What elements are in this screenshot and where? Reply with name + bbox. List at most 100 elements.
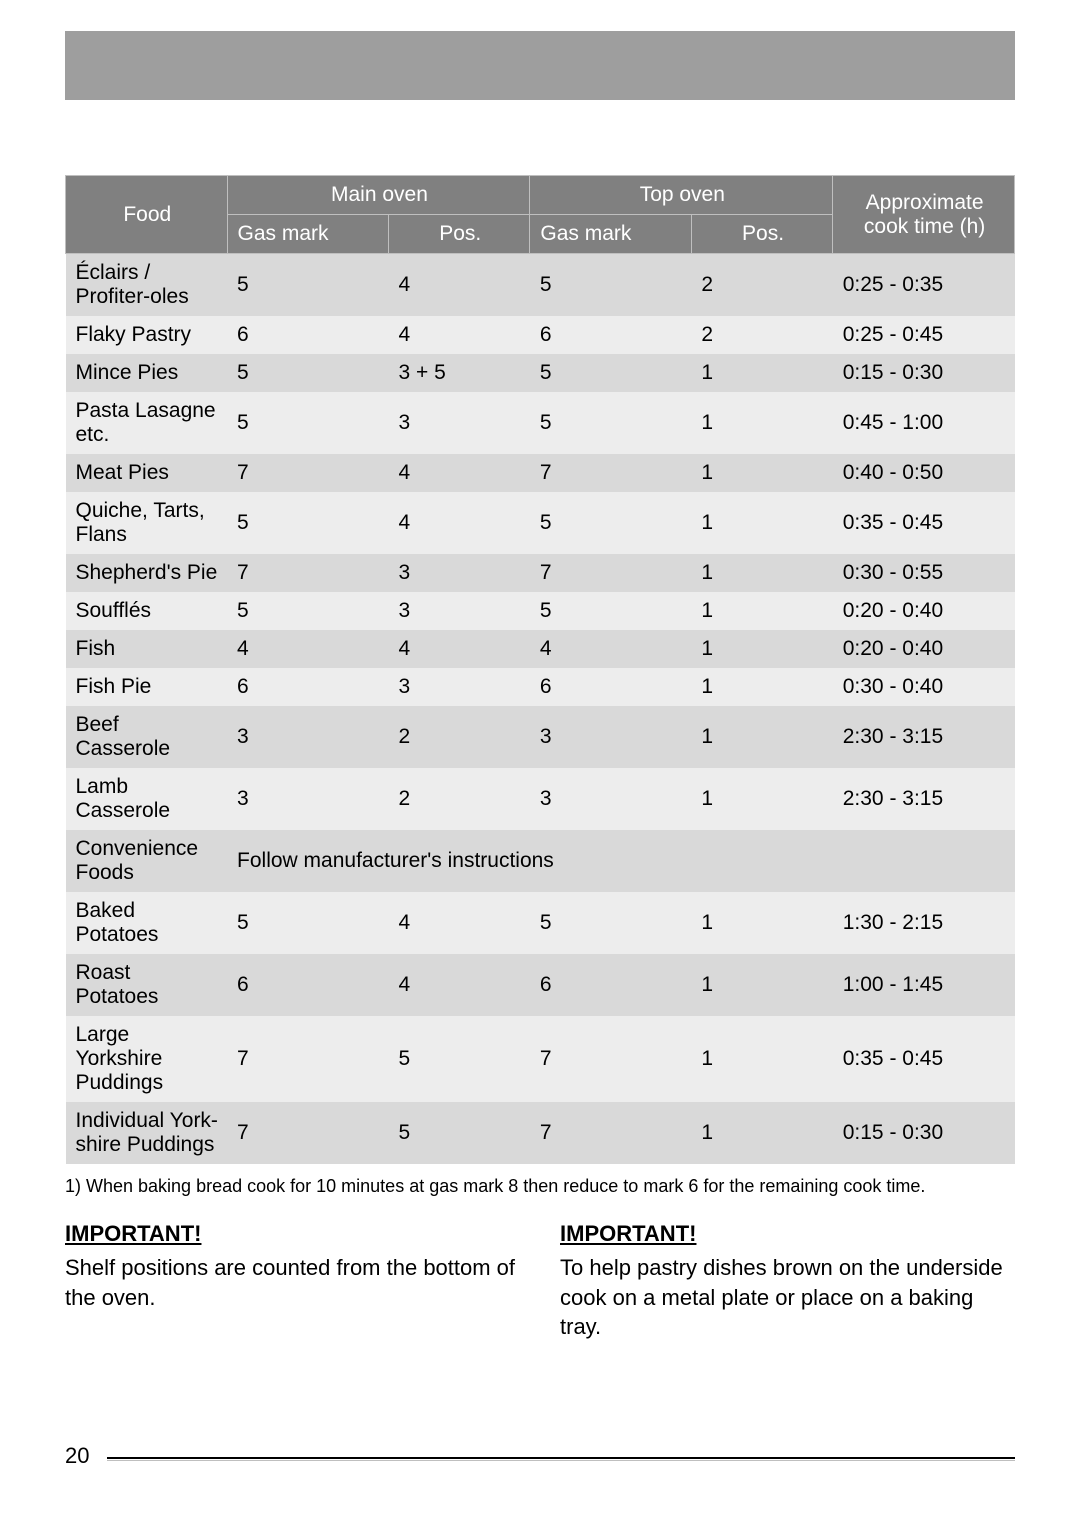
cell-t_gas: 3 — [530, 706, 692, 768]
cell-t_gas: 6 — [530, 954, 692, 1016]
cell-t_pos: 1 — [691, 954, 832, 1016]
cell-m_gas: 5 — [227, 354, 389, 392]
cell-m_gas: 7 — [227, 1016, 389, 1102]
cell-time: 0:25 - 0:45 — [833, 316, 1015, 354]
cell-m_gas: 6 — [227, 954, 389, 1016]
cell-m_pos: 4 — [389, 630, 530, 668]
cell-t_gas: 5 — [530, 892, 692, 954]
cell-food: Éclairs / Profiter-oles — [66, 254, 228, 317]
cell-time: 0:20 - 0:40 — [833, 592, 1015, 630]
cell-t_pos: 1 — [691, 354, 832, 392]
footer-rule — [107, 1457, 1015, 1461]
cell-t_gas: 7 — [530, 1016, 692, 1102]
cell-food: Pasta Lasagne etc. — [66, 392, 228, 454]
cell-t_gas: 7 — [530, 1102, 692, 1164]
cell-t_gas: 6 — [530, 316, 692, 354]
cell-t_gas: 5 — [530, 492, 692, 554]
cell-food: Large Yorkshire Puddings — [66, 1016, 228, 1102]
cell-time: 0:35 - 0:45 — [833, 492, 1015, 554]
cell-m_gas: 6 — [227, 668, 389, 706]
cell-m_gas: 5 — [227, 892, 389, 954]
cell-m_gas: 5 — [227, 592, 389, 630]
note-left: IMPORTANT! Shelf positions are counted f… — [65, 1221, 520, 1342]
table-header: Food Main oven Top oven Approximate cook… — [66, 176, 1015, 254]
cell-m_pos: 5 — [389, 1102, 530, 1164]
cell-m_pos: 5 — [389, 1016, 530, 1102]
cell-m_gas: 6 — [227, 316, 389, 354]
cell-m_pos: 4 — [389, 316, 530, 354]
table-row: Meat Pies74710:40 - 0:50 — [66, 454, 1015, 492]
cell-time: 0:15 - 0:30 — [833, 354, 1015, 392]
cell-t_gas: 5 — [530, 354, 692, 392]
cell-time: 0:35 - 0:45 — [833, 1016, 1015, 1102]
important-label-left: IMPORTANT! — [65, 1221, 520, 1247]
cell-t_pos: 1 — [691, 1016, 832, 1102]
table-row: Shepherd's Pie73710:30 - 0:55 — [66, 554, 1015, 592]
table-row: Flaky Pastry64620:25 - 0:45 — [66, 316, 1015, 354]
cell-span: Follow manufacturer's instructions — [227, 830, 1014, 892]
cell-t_pos: 1 — [691, 492, 832, 554]
cell-t_pos: 1 — [691, 592, 832, 630]
table-row: Fish44410:20 - 0:40 — [66, 630, 1015, 668]
cell-time: 0:30 - 0:55 — [833, 554, 1015, 592]
page: Food Main oven Top oven Approximate cook… — [0, 0, 1080, 1529]
cell-m_pos: 3 — [389, 668, 530, 706]
cell-food: Flaky Pastry — [66, 316, 228, 354]
important-label-right: IMPORTANT! — [560, 1221, 1015, 1247]
cell-m_gas: 7 — [227, 554, 389, 592]
table-row: Lamb Casserole32312:30 - 3:15 — [66, 768, 1015, 830]
table-row: Baked Potatoes54511:30 - 2:15 — [66, 892, 1015, 954]
cell-t_gas: 3 — [530, 768, 692, 830]
footnote: 1) When baking bread cook for 10 minutes… — [65, 1176, 1015, 1197]
cell-m_gas: 7 — [227, 454, 389, 492]
cell-time: 2:30 - 3:15 — [833, 768, 1015, 830]
cell-t_gas: 5 — [530, 254, 692, 317]
cell-m_pos: 4 — [389, 954, 530, 1016]
cell-m_gas: 5 — [227, 492, 389, 554]
th-top-oven: Top oven — [530, 176, 833, 215]
table-row: Mince Pies53 + 5510:15 - 0:30 — [66, 354, 1015, 392]
cell-m_pos: 4 — [389, 454, 530, 492]
cell-food: Quiche, Tarts, Flans — [66, 492, 228, 554]
th-main-pos: Pos. — [389, 215, 530, 254]
cell-t_gas: 5 — [530, 392, 692, 454]
cell-time: 0:45 - 1:00 — [833, 392, 1015, 454]
cell-time: 0:15 - 0:30 — [833, 1102, 1015, 1164]
table-row: Éclairs / Profiter-oles54520:25 - 0:35 — [66, 254, 1015, 317]
cell-t_pos: 1 — [691, 454, 832, 492]
cell-t_gas: 4 — [530, 630, 692, 668]
cell-food: Meat Pies — [66, 454, 228, 492]
cell-m_pos: 3 — [389, 592, 530, 630]
cell-m_pos: 2 — [389, 706, 530, 768]
cell-m_pos: 3 — [389, 392, 530, 454]
cell-food: Baked Potatoes — [66, 892, 228, 954]
table-body: Éclairs / Profiter-oles54520:25 - 0:35Fl… — [66, 254, 1015, 1165]
cell-t_gas: 5 — [530, 592, 692, 630]
cell-food: Fish Pie — [66, 668, 228, 706]
page-footer: 20 — [65, 1443, 1015, 1469]
cell-food: Beef Casserole — [66, 706, 228, 768]
cell-time: 2:30 - 3:15 — [833, 706, 1015, 768]
cell-t_pos: 1 — [691, 668, 832, 706]
page-number: 20 — [65, 1443, 89, 1469]
table-row: Large Yorkshire Puddings75710:35 - 0:45 — [66, 1016, 1015, 1102]
cell-food: Mince Pies — [66, 354, 228, 392]
cell-time: 0:40 - 0:50 — [833, 454, 1015, 492]
th-main-gas: Gas mark — [227, 215, 389, 254]
th-top-gas: Gas mark — [530, 215, 692, 254]
content-area: Food Main oven Top oven Approximate cook… — [65, 175, 1015, 1342]
table-row: Individual York-shire Puddings75710:15 -… — [66, 1102, 1015, 1164]
cell-food: Lamb Casserole — [66, 768, 228, 830]
table-row: Quiche, Tarts, Flans54510:35 - 0:45 — [66, 492, 1015, 554]
cell-time: 0:30 - 0:40 — [833, 668, 1015, 706]
th-top-pos: Pos. — [691, 215, 832, 254]
cell-food: Fish — [66, 630, 228, 668]
cell-food: Soufflés — [66, 592, 228, 630]
cell-t_pos: 1 — [691, 892, 832, 954]
cell-t_pos: 1 — [691, 1102, 832, 1164]
th-cook-time: Approximate cook time (h) — [833, 176, 1015, 254]
cell-t_pos: 1 — [691, 630, 832, 668]
cell-time: 1:30 - 2:15 — [833, 892, 1015, 954]
cell-time: 0:20 - 0:40 — [833, 630, 1015, 668]
table-row: Fish Pie63610:30 - 0:40 — [66, 668, 1015, 706]
